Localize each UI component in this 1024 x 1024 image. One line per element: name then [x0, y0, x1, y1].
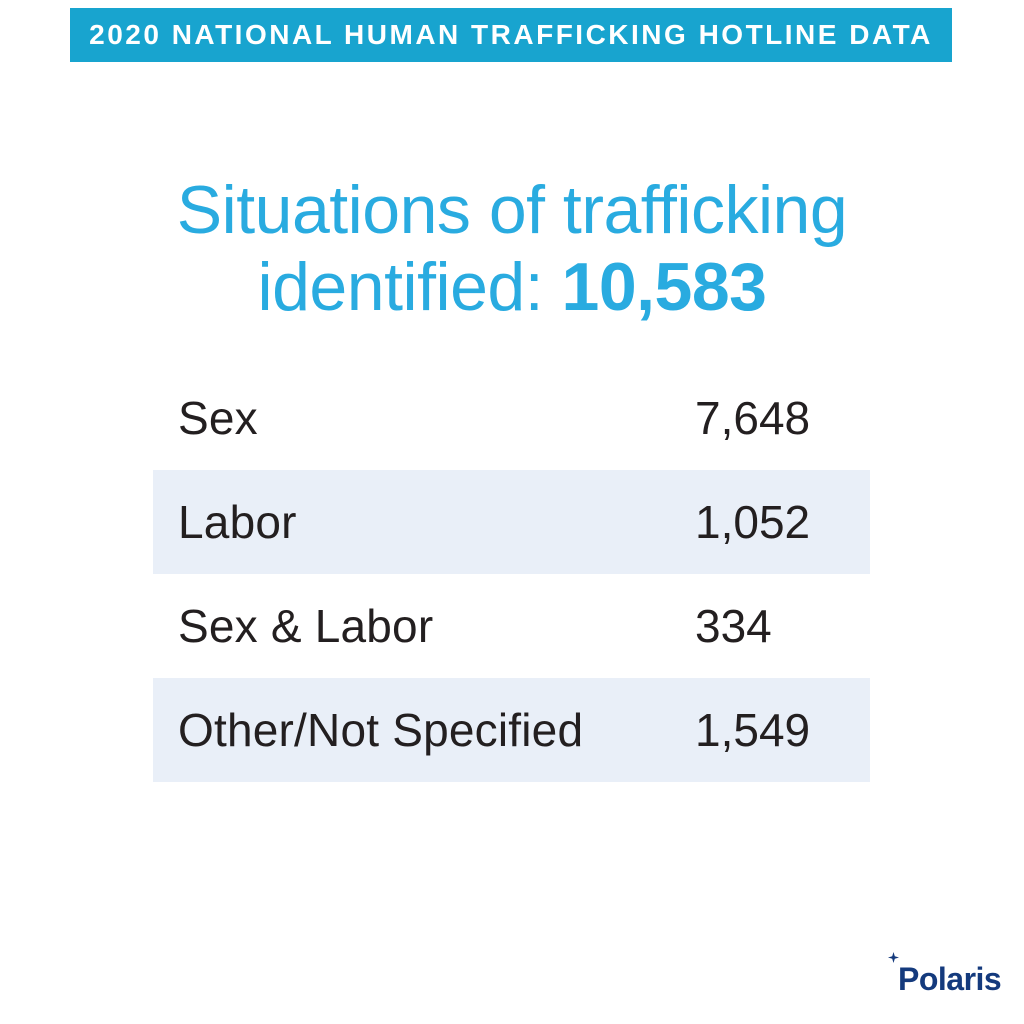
polaris-logo: Polaris	[884, 948, 1014, 1004]
table-row: Other/Not Specified 1,549	[153, 678, 870, 782]
polaris-wordmark: Polaris	[898, 961, 1002, 997]
row-label: Labor	[178, 496, 297, 548]
page-title: Situations of trafficking identified: 10…	[0, 172, 1024, 326]
row-label: Sex & Labor	[178, 600, 434, 652]
header-banner: 2020 NATIONAL HUMAN TRAFFICKING HOTLINE …	[70, 8, 952, 62]
row-value: 1,052	[695, 496, 811, 548]
row-value: 1,549	[695, 704, 811, 756]
row-label: Other/Not Specified	[178, 704, 584, 756]
row-label: Sex	[178, 392, 258, 444]
table-row: Sex & Labor 334	[153, 574, 870, 678]
banner-title: 2020 NATIONAL HUMAN TRAFFICKING HOTLINE …	[89, 19, 933, 50]
title-line-2-label: identified:	[257, 249, 544, 325]
row-value: 334	[695, 600, 772, 652]
total-count: 10,583	[561, 249, 767, 325]
row-value: 7,648	[695, 392, 811, 444]
table-row: Sex 7,648	[153, 366, 870, 470]
table-row: Labor 1,052	[153, 470, 870, 574]
star-icon	[888, 952, 899, 963]
situations-table: Sex 7,648 Labor 1,052 Sex & Labor 334 Ot…	[153, 366, 870, 782]
title-line-1: Situations of trafficking	[176, 172, 848, 248]
